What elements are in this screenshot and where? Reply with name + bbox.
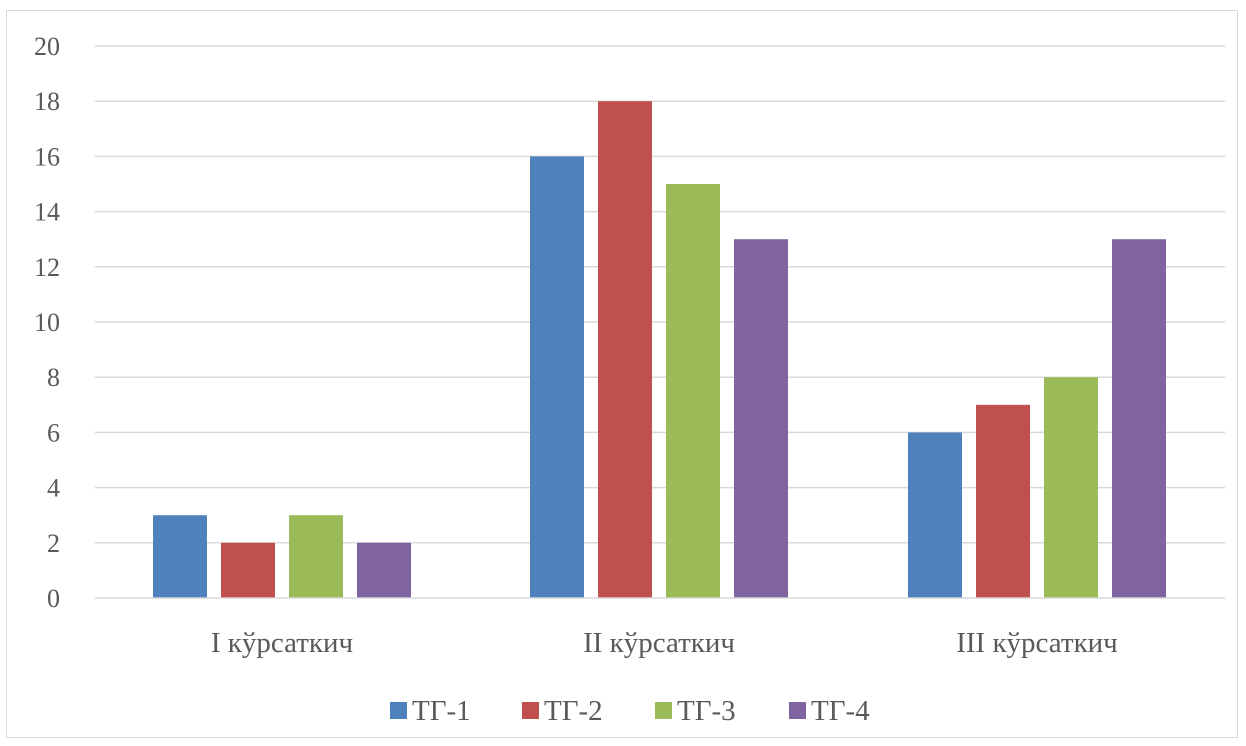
legend-swatch [789, 702, 806, 719]
bar-2-4 [734, 239, 788, 598]
legend: ТГ-1 ТГ-2 ТГ-3 ТГ-4 [390, 695, 870, 727]
legend-swatch [655, 702, 672, 719]
bar-3-1 [908, 432, 962, 598]
x-axis-category-labels: I кўрсаткич II кўрсаткич III кўрсаткич [211, 627, 1118, 659]
x-category-label: III кўрсаткич [956, 627, 1118, 659]
legend-label: ТГ-2 [544, 695, 603, 727]
y-tick-label: 16 [34, 142, 60, 171]
bar-1-2 [221, 542, 275, 598]
y-tick-label: 18 [34, 87, 60, 116]
x-category-label: I кўрсаткич [211, 627, 353, 659]
bar-2-1 [530, 156, 584, 598]
y-axis-tick-labels: 0 2 4 6 8 10 12 14 16 18 20 [34, 32, 60, 613]
y-tick-label: 4 [47, 474, 60, 503]
legend-label: ТГ-4 [811, 695, 870, 727]
bar-3-4 [1112, 239, 1166, 598]
bar-1-1 [153, 515, 207, 598]
bars [153, 101, 1166, 598]
gridlines [95, 45, 1225, 544]
legend-label: ТГ-3 [677, 695, 736, 727]
bar-2-2 [598, 101, 652, 598]
y-tick-label: 14 [34, 198, 60, 227]
y-tick-label: 10 [34, 308, 60, 337]
y-tick-label: 0 [47, 584, 60, 613]
bar-1-3 [289, 515, 343, 598]
legend-swatch [522, 702, 539, 719]
y-tick-label: 20 [34, 32, 60, 61]
bar-2-3 [666, 184, 720, 598]
bar-3-3 [1044, 377, 1098, 598]
y-tick-label: 6 [47, 418, 60, 447]
x-category-label: II кўрсаткич [583, 627, 735, 659]
bar-3-2 [976, 404, 1030, 598]
y-tick-label: 12 [34, 253, 60, 282]
bar-1-4 [357, 542, 411, 598]
y-tick-label: 2 [47, 529, 60, 558]
legend-swatch [390, 702, 407, 719]
legend-label: ТГ-1 [412, 695, 471, 727]
y-tick-label: 8 [47, 363, 60, 392]
